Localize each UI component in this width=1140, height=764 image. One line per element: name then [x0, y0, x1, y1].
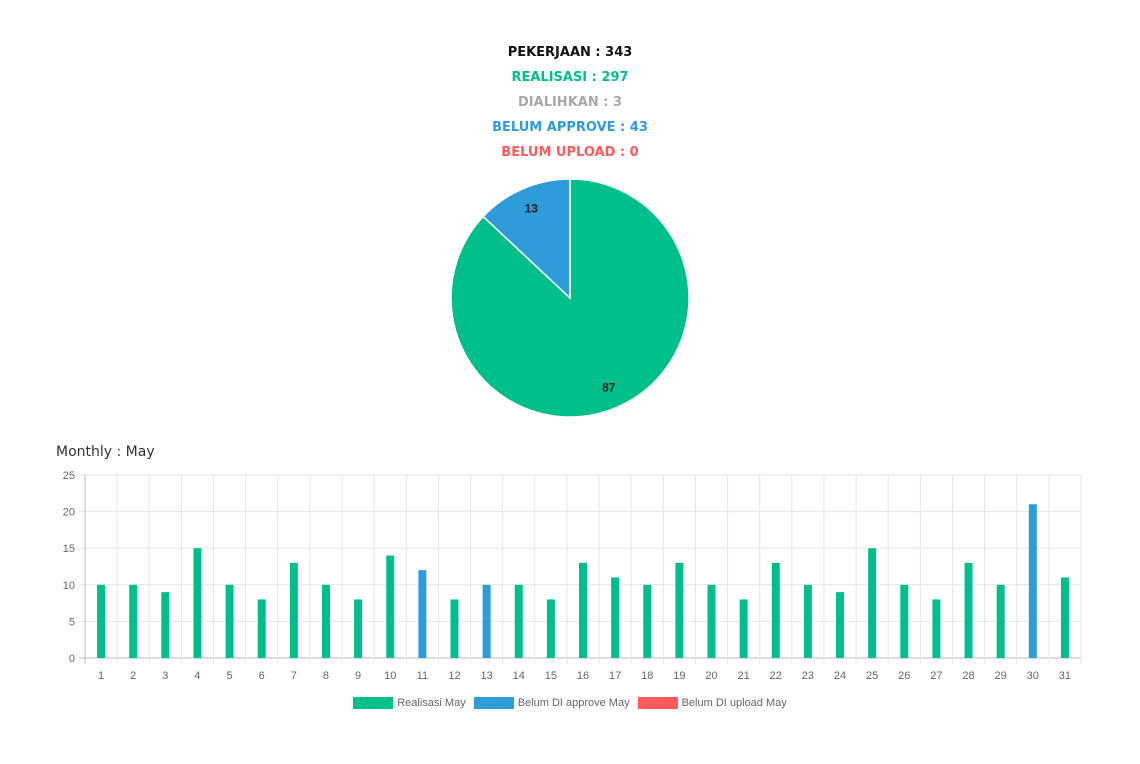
summary-panel: PEKERJAAN : 343 REALISASI : 297 DIALIHKA… — [0, 43, 1140, 168]
legend-item[interactable]: Belum DI approve May — [473, 697, 630, 710]
bar-realisasi-may — [193, 548, 202, 658]
belum-upload-total: BELUM UPLOAD : 0 — [501, 145, 639, 160]
x-tick-label: 4 — [194, 670, 200, 682]
bar-realisasi-may — [546, 599, 555, 658]
x-tick-label: 21 — [738, 670, 750, 682]
x-tick-label: 10 — [384, 670, 396, 682]
bar-realisasi-may — [964, 562, 973, 658]
belum-approve-total: BELUM APPROVE : 43 — [492, 120, 648, 135]
bar-realisasi-may — [643, 584, 652, 658]
x-tick-label: 25 — [866, 670, 878, 682]
x-tick-label: 11 — [417, 670, 428, 682]
legend-label: Belum DI approve May — [517, 697, 630, 710]
legend-swatch — [637, 697, 678, 710]
pekerjaan-total: PEKERJAAN : 343 — [507, 45, 633, 60]
bar-realisasi-may — [868, 548, 877, 658]
x-tick-label: 29 — [995, 670, 1007, 682]
bar-realisasi-may — [289, 562, 298, 658]
bar-realisasi-may — [257, 599, 266, 658]
bar-belum-di-approve-may — [482, 584, 491, 658]
x-tick-label: 5 — [227, 670, 233, 682]
bar-realisasi-may — [97, 584, 106, 658]
x-tick-label: 24 — [834, 670, 846, 682]
x-tick-label: 30 — [1027, 670, 1039, 682]
x-tick-label: 15 — [545, 670, 557, 682]
pie-slice-label: 87 — [602, 381, 616, 395]
legend-swatch — [353, 697, 394, 710]
bar-realisasi-may — [771, 562, 780, 658]
x-tick-label: 19 — [673, 670, 685, 682]
monthly-title: Monthly : May — [56, 444, 155, 460]
legend-label: Belum DI upload May — [681, 697, 787, 710]
bar-realisasi-may — [354, 599, 363, 658]
pie-chart: 87 13 — [440, 168, 700, 428]
bar-realisasi-may — [675, 562, 684, 658]
x-tick-label: 28 — [962, 670, 974, 682]
x-tick-label: 14 — [513, 670, 525, 682]
bar-realisasi-may — [579, 562, 587, 658]
x-tick-label: 6 — [259, 670, 265, 682]
pie-slice — [482, 178, 571, 300]
bar-realisasi-may — [1060, 577, 1069, 658]
legend-swatch — [473, 697, 514, 710]
y-tick-label: 0 — [69, 653, 75, 665]
x-tick-label: 16 — [577, 670, 589, 682]
dialihkan-total: DIALIHKAN : 3 — [518, 95, 622, 110]
x-tick-label: 12 — [448, 670, 460, 682]
bar-realisasi-may — [707, 584, 716, 658]
x-tick-label: 20 — [705, 670, 717, 682]
bar-realisasi-may — [836, 592, 845, 658]
x-tick-label: 26 — [898, 670, 910, 682]
x-tick-label: 7 — [291, 670, 297, 682]
bar-realisasi-may — [129, 584, 138, 658]
bar-realisasi-may — [739, 599, 748, 658]
x-tick-label: 13 — [480, 670, 492, 682]
bar-realisasi-may — [161, 592, 170, 658]
x-tick-label: 2 — [130, 670, 136, 682]
pie-chart-svg: 87 13 — [450, 178, 690, 418]
bar-realisasi-may — [996, 584, 1005, 658]
bar-realisasi-may — [611, 577, 620, 658]
x-tick-label: 18 — [641, 670, 653, 682]
bar-realisasi-may — [386, 555, 395, 658]
bar-belum-di-approve-may — [418, 570, 427, 658]
y-tick-label: 10 — [63, 580, 75, 592]
x-tick-label: 31 — [1059, 670, 1071, 682]
realisasi-total: REALISASI : 297 — [511, 70, 629, 85]
x-tick-label: 1 — [98, 670, 104, 682]
bar-chart-legend: Realisasi May Belum DI approve May Belum D… — [0, 697, 1140, 710]
y-tick-label: 5 — [69, 616, 75, 628]
legend-item[interactable]: Belum DI upload May — [637, 697, 787, 710]
bar-realisasi-may — [450, 599, 459, 658]
bar-realisasi-may — [321, 584, 330, 658]
legend-item[interactable]: Realisasi May — [353, 697, 466, 710]
legend-label: Realisasi May — [397, 697, 466, 710]
y-tick-label: 15 — [63, 543, 75, 555]
bar-realisasi-may — [932, 599, 941, 658]
pie-slice-label: 13 — [525, 201, 539, 215]
y-tick-label: 25 — [63, 470, 75, 482]
x-tick-label: 9 — [355, 670, 361, 682]
x-tick-label: 8 — [323, 670, 329, 682]
bar-belum-di-approve-may — [1028, 504, 1037, 658]
x-tick-label: 27 — [930, 670, 942, 682]
x-tick-label: 22 — [770, 670, 782, 682]
y-tick-label: 20 — [63, 507, 75, 519]
bar-realisasi-may — [803, 584, 812, 658]
pie-slice — [450, 178, 690, 418]
x-tick-label: 3 — [162, 670, 168, 682]
bar-realisasi-may — [225, 584, 234, 658]
bar-chart: 0 5 10 15 20 25 1 2 3 4 5 6 7 8 9 10 11 12 13 14 15 16 17 18 19 2… — [40, 462, 1100, 692]
bar-realisasi-may — [900, 584, 909, 658]
x-tick-label: 17 — [609, 670, 621, 682]
bar-realisasi-may — [514, 584, 523, 658]
x-tick-label: 23 — [802, 670, 814, 682]
